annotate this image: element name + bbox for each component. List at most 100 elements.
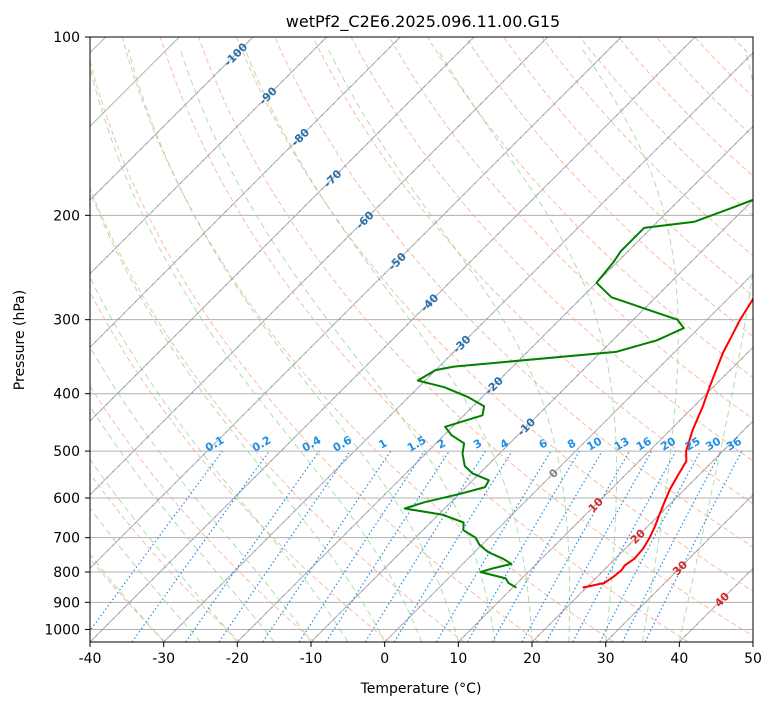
y-tick-label: 1000 (44, 622, 80, 638)
x-tick-label: -10 (300, 651, 323, 667)
dry-adiabat-460 (732, 37, 753, 59)
moist-adiabat--15 (90, 405, 275, 642)
isotherm-grid--20 (236, 125, 753, 642)
dry-adiabat-260 (90, 384, 316, 642)
moist-adiabat--20 (90, 458, 238, 642)
dry-adiabat-380 (426, 37, 753, 378)
moist-adiabat--5 (90, 276, 349, 642)
plot-area: 0.1 0.2 0.4 0.6 1 1.5 2 3 4 6 8 10 13 16 20 25 30 36-100-… (90, 37, 753, 642)
isotherm-grid--10 (310, 199, 753, 642)
isotherm-grid-30 (605, 493, 753, 642)
mixing-ratio-line-2 (325, 450, 450, 642)
sounding-series (403, 198, 753, 589)
isotherm--90 (90, 37, 327, 275)
isotherm-grid--90 (90, 37, 328, 275)
skewed-isotherms (90, 37, 753, 642)
moist-adiabat--25 (90, 507, 201, 642)
mixing-ratio-line-1 (262, 450, 392, 642)
moist-adiabat-5 (90, 65, 422, 642)
dry-adiabat-450 (694, 37, 753, 98)
isotherm--100 (90, 37, 254, 201)
moist-adiabat-25 (328, 49, 571, 642)
moist-adiabat-20 (244, 49, 533, 642)
mixing-ratio-label: 3 (471, 437, 484, 452)
y-tick-label: 600 (53, 491, 80, 507)
isotherm-grid-0 (384, 272, 753, 642)
x-tick-label: 30 (597, 651, 615, 667)
y-axis-title: Pressure (hPa) (12, 290, 28, 390)
chart-title: wetPf2_C2E6.2025.096.11.00.G15 (286, 12, 560, 32)
isotherm-grid-40 (678, 567, 753, 642)
axes: -40 -30 -20 -10 0 10 20 30 40 5010020030040050060… (44, 30, 762, 667)
dry-adiabat-440 (656, 37, 753, 138)
dry-adiabat-310 (159, 37, 689, 642)
moist-adiabats (90, 49, 753, 642)
dry-adiabat-360 (350, 37, 753, 462)
y-tick-label: 900 (53, 595, 80, 611)
isotherm-grid--80 (90, 37, 401, 349)
dry-adiabat-420 (579, 37, 753, 217)
y-tick-label: 500 (53, 444, 80, 460)
dry-adiabat-250 (90, 472, 241, 642)
plot-frame (89, 36, 754, 643)
y-tick-label: 400 (53, 387, 80, 403)
isotherm-grid--100 (90, 37, 254, 201)
mixing-ratio-line-0.1 (90, 450, 223, 632)
x-tick-label: -30 (152, 651, 175, 667)
y-tick-label: 100 (53, 30, 80, 46)
isotherm-label: -80 (289, 126, 312, 149)
dry-adiabat-280 (90, 186, 465, 642)
mixing-ratio-line-4 (393, 450, 513, 642)
mixing-ratio-line-36 (644, 450, 743, 642)
dry-adiabat-270 (90, 291, 390, 642)
mixing-ratio-lines (90, 450, 743, 642)
moist-adiabat-35 (582, 49, 679, 642)
x-tick-label: 10 (449, 651, 467, 667)
x-axis-title: Temperature (°C) (360, 681, 482, 697)
moist-adiabat-0 (90, 189, 386, 642)
mixing-ratio-line-16 (545, 450, 653, 642)
y-tick-label: 200 (53, 208, 80, 224)
isotherm--80 (90, 37, 401, 348)
x-tick-label: 0 (380, 651, 389, 667)
isotherm--40 (90, 37, 696, 642)
dry-adiabat-370 (388, 37, 753, 420)
dry-adiabat-330 (236, 37, 753, 592)
dry-adiabat-350 (312, 37, 753, 505)
mixing-ratio-line-13 (521, 450, 631, 642)
isotherm-label: -100 (222, 40, 251, 69)
mixing-ratio-label: 6 (537, 436, 550, 451)
isotherm--30 (163, 52, 753, 642)
isotherm-40 (679, 567, 753, 642)
moist-adiabat--30 (90, 553, 165, 642)
mixing-ratio-line-0.4 (185, 450, 320, 642)
isotherm-grid-50 (752, 641, 753, 642)
isotherm-0 (384, 273, 753, 642)
temperature-line (582, 297, 753, 589)
x-tick-label: 50 (744, 651, 762, 667)
isotherm-grid-10 (457, 346, 753, 642)
mixing-ratio-line-6 (435, 450, 552, 642)
isotherm--70 (90, 37, 475, 422)
y-tick-label: 300 (53, 313, 80, 329)
reference-line-labels: 0.1 0.2 0.4 0.6 1 1.5 2 3 4 6 8 10 13 16 20 25 30 36-100-… (203, 40, 744, 610)
dry-adiabat-390 (465, 37, 753, 337)
moist-adiabat--10 (90, 345, 312, 642)
mixing-ratio-label: 1 (376, 437, 389, 452)
mixing-ratio-line-0.2 (131, 450, 270, 642)
y-tick-label: 700 (53, 531, 80, 547)
x-tick-label: 40 (670, 651, 688, 667)
isotherm-10 (458, 346, 753, 642)
dewpoint-line (403, 198, 753, 589)
moist-adiabat-40 (678, 49, 753, 642)
isotherm--50 (90, 37, 622, 569)
x-tick-label: -20 (226, 651, 249, 667)
isotherm-label: -50 (386, 250, 409, 273)
dry-adiabat-290 (90, 59, 540, 642)
mixing-ratio-label: 8 (565, 437, 578, 452)
y-tick-label: 800 (53, 565, 80, 581)
dry-adiabat-340 (274, 37, 753, 548)
dry-adiabat-400 (503, 37, 753, 297)
x-tick-label: 20 (523, 651, 541, 667)
